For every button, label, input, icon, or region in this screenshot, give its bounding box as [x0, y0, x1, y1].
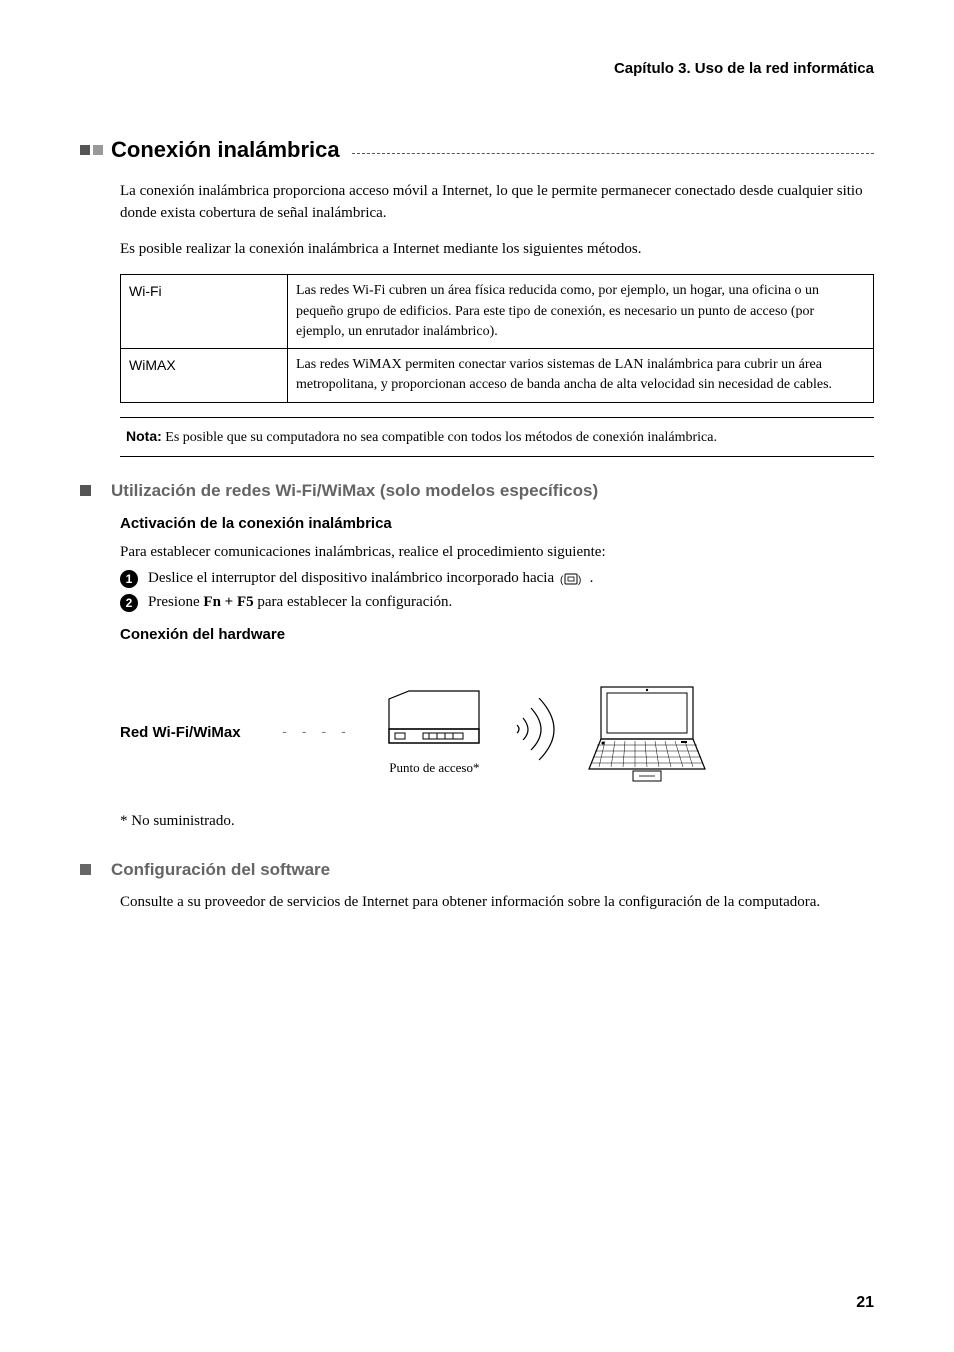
config-text: Consulte a su proveedor de servicios de …	[120, 892, 874, 914]
table-row: WiMAX Las redes WiMAX permiten conectar …	[121, 349, 874, 403]
activation-title: Activación de la conexión inalámbrica	[120, 515, 874, 532]
wifi-desc-cell: Las redes Wi-Fi cubren un área física re…	[288, 275, 874, 349]
section-rule	[352, 152, 874, 154]
step2-pre: Presione	[148, 594, 203, 610]
section-title: Conexión inalámbrica	[111, 137, 340, 163]
step-2: 2 Presione Fn + F5 para establecer la co…	[120, 594, 874, 612]
svg-text:(: (	[560, 575, 564, 586]
step-number-icon: 2	[120, 594, 138, 612]
section-title-row: Conexión inalámbrica	[80, 137, 874, 163]
dash-connector-icon: - - - -	[281, 725, 350, 740]
step2-post: para establecer la configuración.	[254, 594, 453, 610]
access-point-icon	[379, 689, 489, 749]
subsection1-row: Utilización de redes Wi-Fi/WiMax (solo m…	[80, 481, 874, 501]
access-point-block: Punto de acceso*	[379, 689, 489, 776]
subsection2-title: Configuración del software	[111, 860, 330, 880]
steps-list: 1 Deslice el interruptor del dispositivo…	[120, 570, 874, 612]
activation-intro: Para establecer comunicaciones inalámbri…	[120, 542, 874, 564]
subsection1-title: Utilización de redes Wi-Fi/WiMax (solo m…	[111, 481, 598, 501]
step2-key: Fn + F5	[203, 594, 253, 610]
square-bullet-icon	[80, 485, 91, 496]
hardware-diagram: Red Wi-Fi/WiMax - - - - Punto de acceso*	[120, 683, 874, 783]
step1-pre: Deslice el interruptor del dispositivo i…	[148, 570, 558, 586]
table-row: Wi-Fi Las redes Wi-Fi cubren un área fís…	[121, 275, 874, 349]
subsection2-row: Configuración del software	[80, 860, 874, 880]
square-bullet-icon	[80, 864, 91, 875]
note-text: Es posible que su computadora no sea com…	[162, 430, 717, 445]
wireless-waves-icon	[505, 698, 565, 768]
section-bullet-icon	[80, 145, 103, 155]
wireless-switch-icon: ( )	[560, 572, 584, 586]
wimax-label-cell: WiMAX	[121, 349, 288, 403]
hw-network-label: Red Wi-Fi/WiMax	[120, 724, 241, 741]
laptop-icon	[581, 683, 711, 783]
step1-post: .	[590, 570, 594, 586]
step-1: 1 Deslice el interruptor del dispositivo…	[120, 570, 874, 588]
connection-methods-table: Wi-Fi Las redes Wi-Fi cubren un área fís…	[120, 274, 874, 402]
svg-text:): )	[578, 575, 581, 586]
page-number: 21	[856, 1294, 874, 1312]
intro-para1: La conexión inalámbrica proporciona acce…	[120, 181, 874, 225]
step-number-icon: 1	[120, 570, 138, 588]
note-box: Nota: Es posible que su computadora no s…	[120, 417, 874, 457]
footnote: * No suministrado.	[120, 813, 874, 830]
access-point-caption: Punto de acceso*	[379, 760, 489, 776]
wifi-label-cell: Wi-Fi	[121, 275, 288, 349]
chapter-header: Capítulo 3. Uso de la red informática	[80, 60, 874, 77]
wimax-desc-cell: Las redes WiMAX permiten conectar varios…	[288, 349, 874, 403]
intro-para2: Es posible realizar la conexión inalámbr…	[120, 239, 874, 261]
intro-block: La conexión inalámbrica proporciona acce…	[120, 181, 874, 457]
note-label: Nota:	[126, 428, 162, 444]
hw-title: Conexión del hardware	[120, 626, 874, 643]
